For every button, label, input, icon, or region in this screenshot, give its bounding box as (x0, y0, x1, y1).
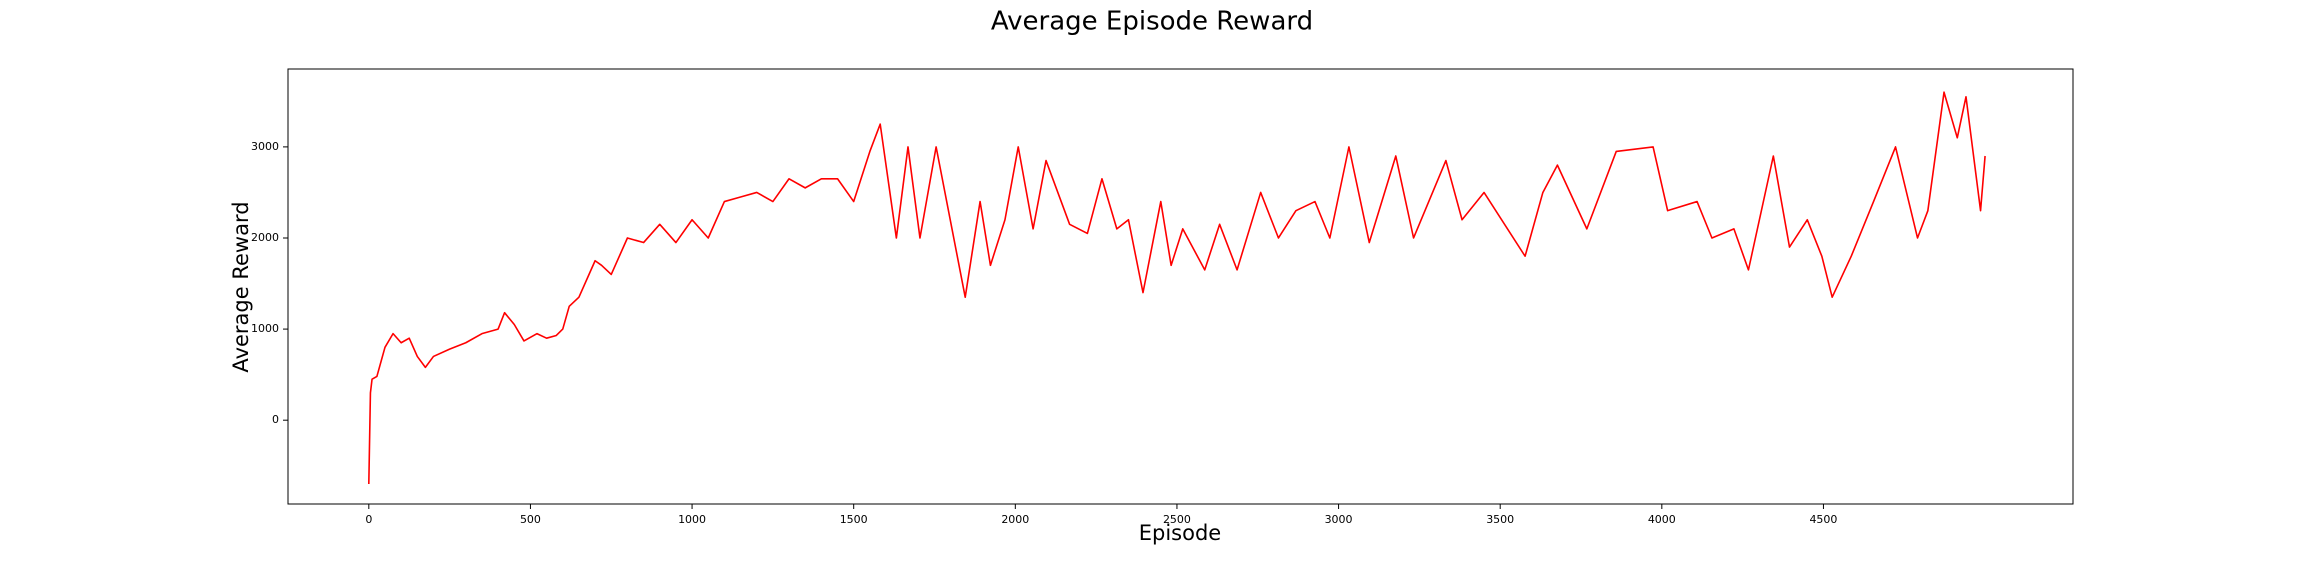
x-tick-label: 4500 (1809, 513, 1837, 526)
x-tick-label: 2500 (1163, 513, 1191, 526)
x-tick-label: 4000 (1648, 513, 1676, 526)
plot-frame (287, 68, 2074, 505)
y-axis-label: Average Reward (229, 201, 253, 372)
x-tick-label: 3500 (1486, 513, 1514, 526)
x-tick-label: 2000 (1001, 513, 1029, 526)
x-tick-label: 500 (520, 513, 541, 526)
y-tick-label: 2000 (251, 231, 279, 244)
x-tick-label: 1000 (678, 513, 706, 526)
x-tick-label: 1500 (840, 513, 868, 526)
chart-title: Average Episode Reward (991, 7, 1313, 37)
y-tick-label: 3000 (251, 140, 279, 153)
x-tick-label: 0 (365, 513, 372, 526)
x-axis-label: Episode (1139, 521, 1221, 545)
x-tick-label: 3000 (1325, 513, 1353, 526)
data-line (368, 91, 1986, 484)
y-tick-label: 0 (272, 413, 279, 426)
y-tick-label: 1000 (251, 322, 279, 335)
